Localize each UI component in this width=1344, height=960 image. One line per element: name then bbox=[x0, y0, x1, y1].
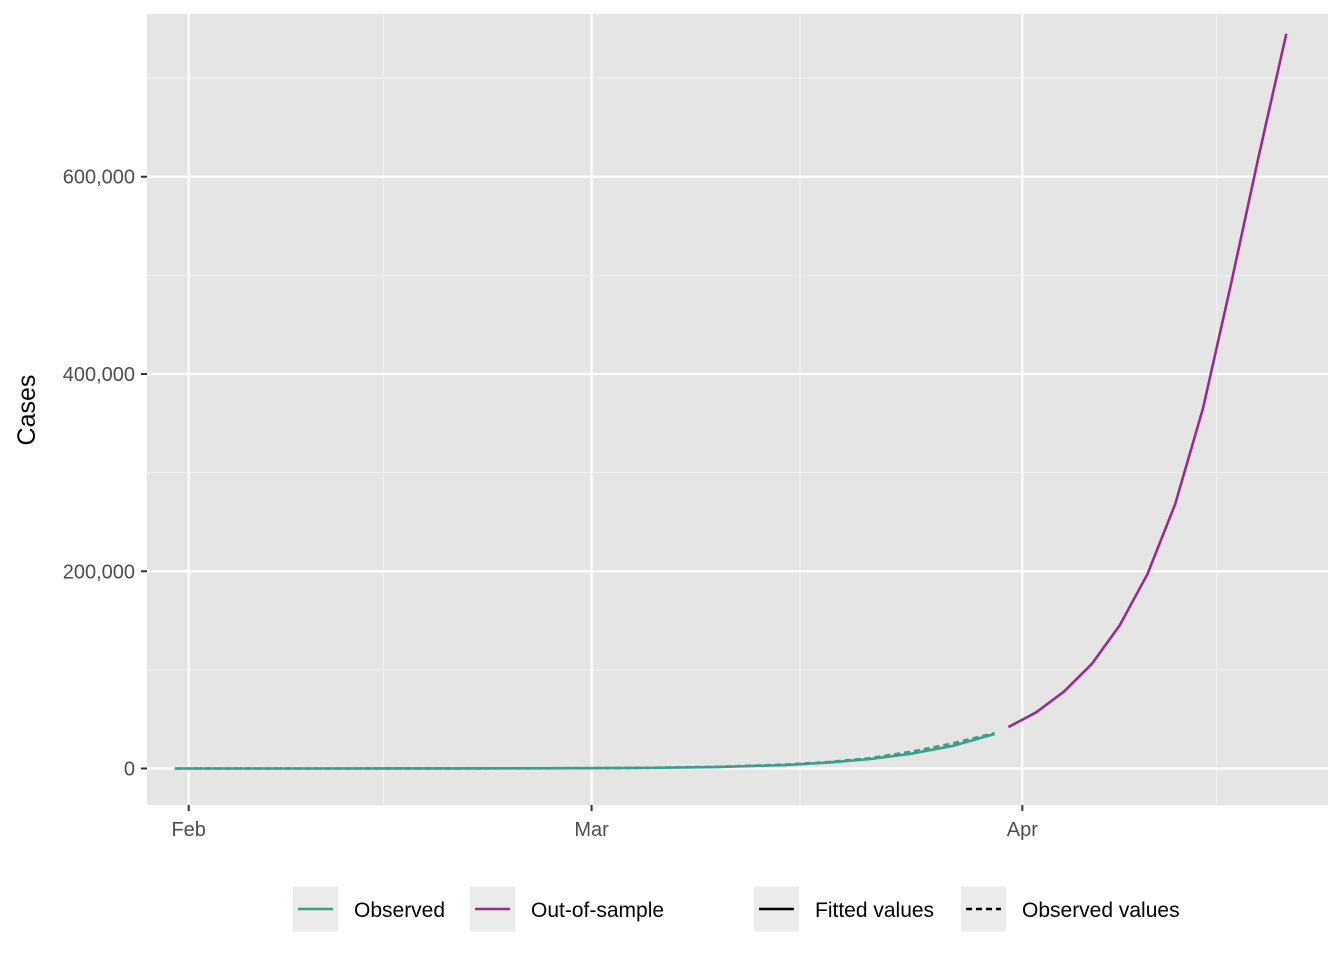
grid-major bbox=[147, 14, 1328, 805]
legend-label-observed_values: Observed values bbox=[1022, 899, 1180, 922]
y-tick-label: 400,000 bbox=[63, 364, 135, 386]
x-tick-label: Apr bbox=[1007, 819, 1038, 841]
legend: Observed Out-of-sample Fitted values Observ… bbox=[293, 886, 1180, 932]
series-line-observed-values bbox=[174, 731, 995, 770]
legend-label-fitted: Fitted values bbox=[815, 899, 934, 922]
panel-background bbox=[147, 14, 1328, 805]
y-tick-label: 200,000 bbox=[63, 561, 135, 583]
y-tick-label: 600,000 bbox=[63, 167, 135, 189]
y-axis: 0 200,000 400,000 600,000 bbox=[63, 167, 147, 781]
series-line-fitted-oos bbox=[1007, 33, 1288, 729]
grid-minor bbox=[147, 14, 1328, 805]
legend-label-observed: Observed bbox=[354, 899, 445, 922]
y-tick-label: 0 bbox=[124, 759, 135, 781]
x-axis: Feb Mar Apr bbox=[171, 805, 1038, 841]
legend-label-oos: Out-of-sample bbox=[531, 899, 664, 922]
y-axis-title: Cases bbox=[13, 375, 41, 446]
x-tick-label: Feb bbox=[171, 819, 205, 841]
x-tick-label: Mar bbox=[574, 819, 609, 841]
series-layer bbox=[174, 33, 1288, 770]
